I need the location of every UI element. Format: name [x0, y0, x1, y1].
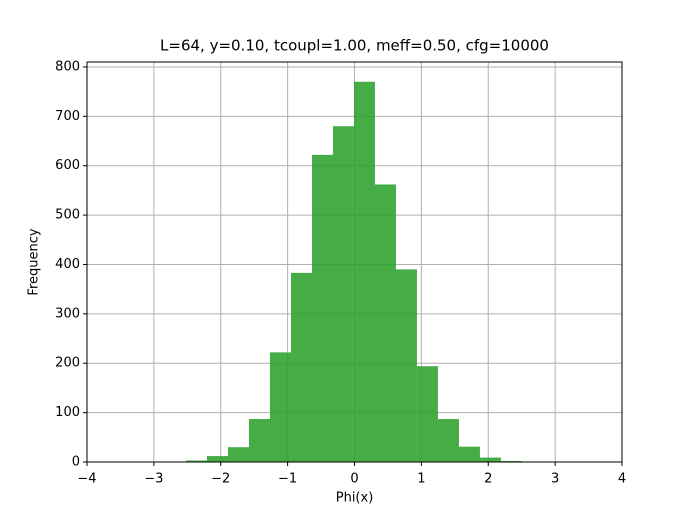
y-tick-label: 500	[55, 208, 80, 223]
x-tick-label: 1	[417, 472, 425, 487]
y-tick-label: 400	[55, 257, 80, 272]
y-tick-label: 300	[55, 306, 80, 321]
y-tick-label: 700	[55, 109, 80, 124]
bar	[416, 366, 438, 462]
y-tick-label: 0	[72, 455, 80, 470]
bar	[479, 457, 501, 462]
chart-title: L=64, y=0.10, tcoupl=1.00, meff=0.50, cf…	[160, 37, 549, 55]
x-tick-label: 2	[484, 472, 492, 487]
x-tick-label: −1	[278, 472, 297, 487]
x-tick-label: −4	[77, 472, 96, 487]
x-tick-label: −2	[211, 472, 230, 487]
x-tick-label: 0	[350, 472, 358, 487]
plot-frame	[86, 61, 623, 463]
bar	[227, 447, 249, 462]
bar	[269, 352, 291, 462]
x-tick-label: 3	[551, 472, 559, 487]
y-tick-label: 600	[55, 158, 80, 173]
y-tick-label: 100	[55, 405, 80, 420]
bar	[185, 460, 207, 462]
bar	[395, 269, 417, 462]
bar	[248, 419, 270, 462]
bar	[374, 184, 396, 463]
x-tick-label: 4	[618, 472, 626, 487]
bar	[458, 446, 480, 462]
y-axis-label: Frequency	[27, 228, 42, 295]
y-tick-label: 800	[55, 59, 80, 74]
x-tick-label: −3	[144, 472, 163, 487]
bar	[332, 126, 354, 462]
bar	[206, 456, 228, 462]
y-tick-label: 200	[55, 356, 80, 371]
bar	[353, 81, 375, 463]
bar	[290, 272, 312, 462]
bar	[311, 154, 333, 462]
x-axis-label: Phi(x)	[336, 491, 374, 506]
bar	[437, 419, 459, 462]
